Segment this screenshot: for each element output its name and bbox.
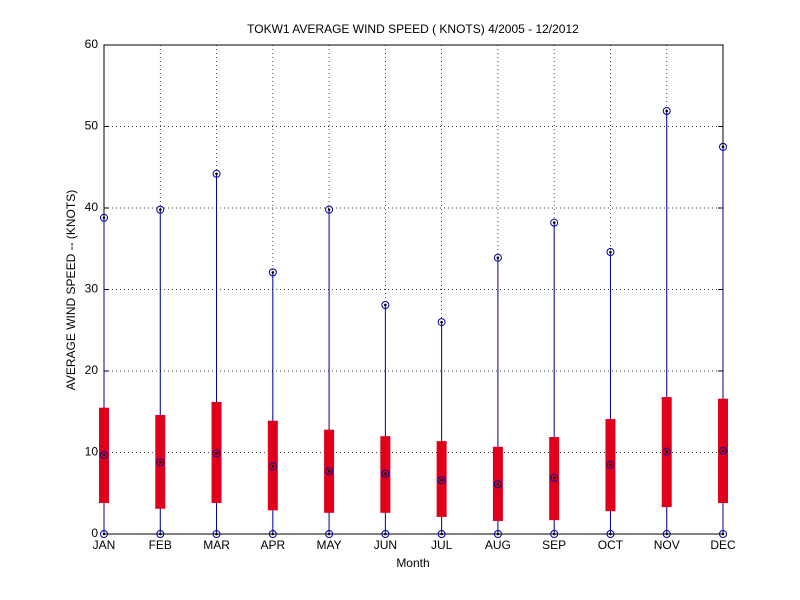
median-dot bbox=[384, 472, 387, 475]
max-dot bbox=[665, 109, 669, 113]
min-marker bbox=[662, 530, 671, 538]
x-tick-label: OCT bbox=[598, 538, 624, 552]
x-tick-label: AUG bbox=[485, 538, 511, 552]
min-dot bbox=[552, 532, 556, 536]
min-dot bbox=[102, 532, 106, 536]
min-dot bbox=[384, 532, 387, 536]
chart-title: TOKW1 AVERAGE WIND SPEED ( KNOTS) 4/2005… bbox=[247, 22, 579, 36]
max-marker bbox=[493, 253, 502, 262]
median-dot bbox=[271, 465, 275, 468]
median-marker bbox=[662, 447, 671, 456]
y-tick-label: 30 bbox=[85, 282, 99, 296]
max-marker bbox=[662, 107, 671, 116]
max-marker bbox=[156, 205, 165, 214]
min-dot bbox=[158, 532, 162, 536]
min-dot bbox=[496, 532, 500, 536]
x-tick-label: NOV bbox=[654, 538, 680, 552]
min-marker bbox=[719, 530, 727, 538]
min-marker bbox=[550, 530, 559, 538]
min-marker bbox=[156, 530, 165, 538]
min-dot bbox=[215, 532, 218, 536]
median-dot bbox=[552, 476, 556, 480]
min-marker bbox=[381, 530, 390, 538]
max-marker bbox=[719, 142, 727, 151]
x-tick-label: APR bbox=[260, 538, 285, 552]
y-tick-label: 60 bbox=[85, 37, 99, 51]
x-tick-label: SEP bbox=[542, 538, 566, 552]
median-marker bbox=[268, 462, 277, 471]
max-dot bbox=[158, 208, 162, 211]
min-marker bbox=[493, 530, 502, 538]
median-dot bbox=[609, 463, 612, 467]
max-marker bbox=[100, 213, 108, 222]
min-marker bbox=[268, 530, 277, 538]
median-dot bbox=[215, 452, 218, 455]
max-marker bbox=[268, 268, 277, 277]
median-dot bbox=[721, 449, 725, 453]
y-axis-label: AVERAGE WIND SPEED -- (KNOTS) bbox=[64, 190, 78, 390]
max-dot bbox=[721, 145, 725, 149]
max-dot bbox=[271, 271, 275, 274]
y-tick-label: 10 bbox=[85, 445, 99, 459]
x-tick-label: DEC bbox=[710, 538, 736, 552]
x-tick-label: FEB bbox=[149, 538, 172, 552]
median-marker bbox=[606, 460, 615, 469]
min-dot bbox=[609, 532, 612, 536]
min-marker bbox=[325, 530, 334, 538]
median-marker bbox=[437, 476, 446, 485]
max-marker bbox=[325, 205, 334, 214]
max-dot bbox=[384, 303, 387, 307]
y-tick-label: 20 bbox=[85, 363, 99, 377]
y-tick-label: 40 bbox=[85, 200, 99, 214]
max-marker bbox=[606, 248, 615, 257]
median-marker bbox=[550, 473, 559, 482]
max-dot bbox=[440, 320, 443, 324]
median-dot bbox=[440, 478, 443, 482]
x-tick-label: MAY bbox=[317, 538, 342, 552]
max-marker bbox=[437, 318, 446, 327]
max-marker bbox=[550, 218, 559, 227]
max-dot bbox=[552, 221, 556, 224]
x-tick-label: JAN bbox=[93, 538, 116, 552]
median-marker bbox=[493, 480, 502, 489]
max-dot bbox=[215, 172, 218, 176]
min-marker bbox=[212, 530, 221, 538]
min-marker bbox=[437, 530, 446, 538]
x-tick-label: JUL bbox=[431, 538, 453, 552]
x-axis-label: Month bbox=[396, 556, 429, 570]
median-dot bbox=[665, 450, 669, 453]
median-marker bbox=[325, 467, 334, 476]
median-dot bbox=[327, 469, 331, 473]
max-marker bbox=[381, 300, 390, 309]
min-marker bbox=[606, 530, 615, 538]
median-marker bbox=[719, 446, 727, 455]
max-marker bbox=[212, 169, 221, 178]
max-dot bbox=[102, 216, 106, 220]
min-dot bbox=[721, 532, 725, 536]
median-marker bbox=[100, 450, 108, 459]
min-dot bbox=[271, 532, 275, 536]
min-dot bbox=[665, 532, 669, 536]
median-marker bbox=[156, 458, 165, 467]
y-tick-label: 0 bbox=[91, 526, 98, 540]
min-dot bbox=[327, 532, 331, 536]
median-marker bbox=[381, 469, 390, 478]
x-tick-label: JUN bbox=[374, 538, 397, 552]
y-tick-label: 50 bbox=[85, 119, 99, 133]
min-dot bbox=[440, 532, 443, 536]
median-dot bbox=[158, 460, 162, 464]
max-dot bbox=[496, 256, 500, 260]
median-dot bbox=[102, 453, 106, 457]
median-marker bbox=[212, 449, 221, 458]
x-tick-label: MAR bbox=[203, 538, 230, 552]
median-dot bbox=[496, 482, 500, 486]
min-marker bbox=[100, 530, 108, 538]
max-dot bbox=[609, 250, 612, 254]
max-dot bbox=[327, 208, 331, 211]
